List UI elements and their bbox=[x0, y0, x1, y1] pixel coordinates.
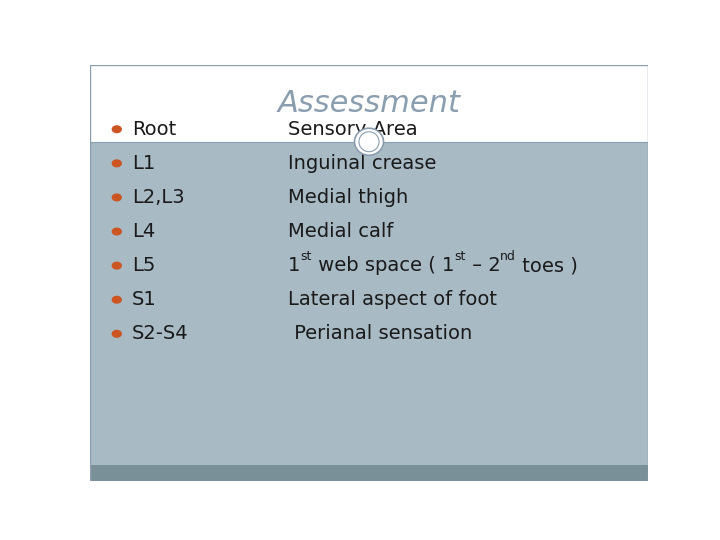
Circle shape bbox=[112, 228, 121, 235]
Text: Inguinal crease: Inguinal crease bbox=[288, 154, 436, 173]
Text: Root: Root bbox=[132, 120, 176, 139]
Ellipse shape bbox=[354, 128, 384, 155]
Circle shape bbox=[112, 262, 121, 269]
Text: S2-S4: S2-S4 bbox=[132, 325, 189, 343]
Circle shape bbox=[112, 330, 121, 337]
Text: L5: L5 bbox=[132, 256, 156, 275]
Text: st: st bbox=[454, 250, 466, 263]
Text: Sensory Area: Sensory Area bbox=[288, 120, 418, 139]
Text: Assessment: Assessment bbox=[277, 89, 461, 118]
Text: nd: nd bbox=[500, 250, 516, 263]
Text: S1: S1 bbox=[132, 290, 157, 309]
Circle shape bbox=[112, 296, 121, 303]
FancyBboxPatch shape bbox=[90, 141, 648, 465]
Circle shape bbox=[112, 194, 121, 201]
Text: L1: L1 bbox=[132, 154, 155, 173]
FancyBboxPatch shape bbox=[90, 65, 648, 141]
Text: L2,L3: L2,L3 bbox=[132, 188, 184, 207]
Text: Lateral aspect of foot: Lateral aspect of foot bbox=[288, 290, 497, 309]
Text: Perianal sensation: Perianal sensation bbox=[288, 325, 472, 343]
FancyBboxPatch shape bbox=[90, 465, 648, 481]
Text: 1: 1 bbox=[288, 256, 300, 275]
Text: L4: L4 bbox=[132, 222, 155, 241]
Text: web space ( 1: web space ( 1 bbox=[312, 256, 454, 275]
Text: Medial calf: Medial calf bbox=[288, 222, 393, 241]
Text: st: st bbox=[300, 250, 312, 263]
Circle shape bbox=[112, 160, 121, 167]
Text: Medial thigh: Medial thigh bbox=[288, 188, 408, 207]
Text: – 2: – 2 bbox=[466, 256, 500, 275]
Text: toes ): toes ) bbox=[516, 256, 578, 275]
Circle shape bbox=[112, 126, 121, 133]
